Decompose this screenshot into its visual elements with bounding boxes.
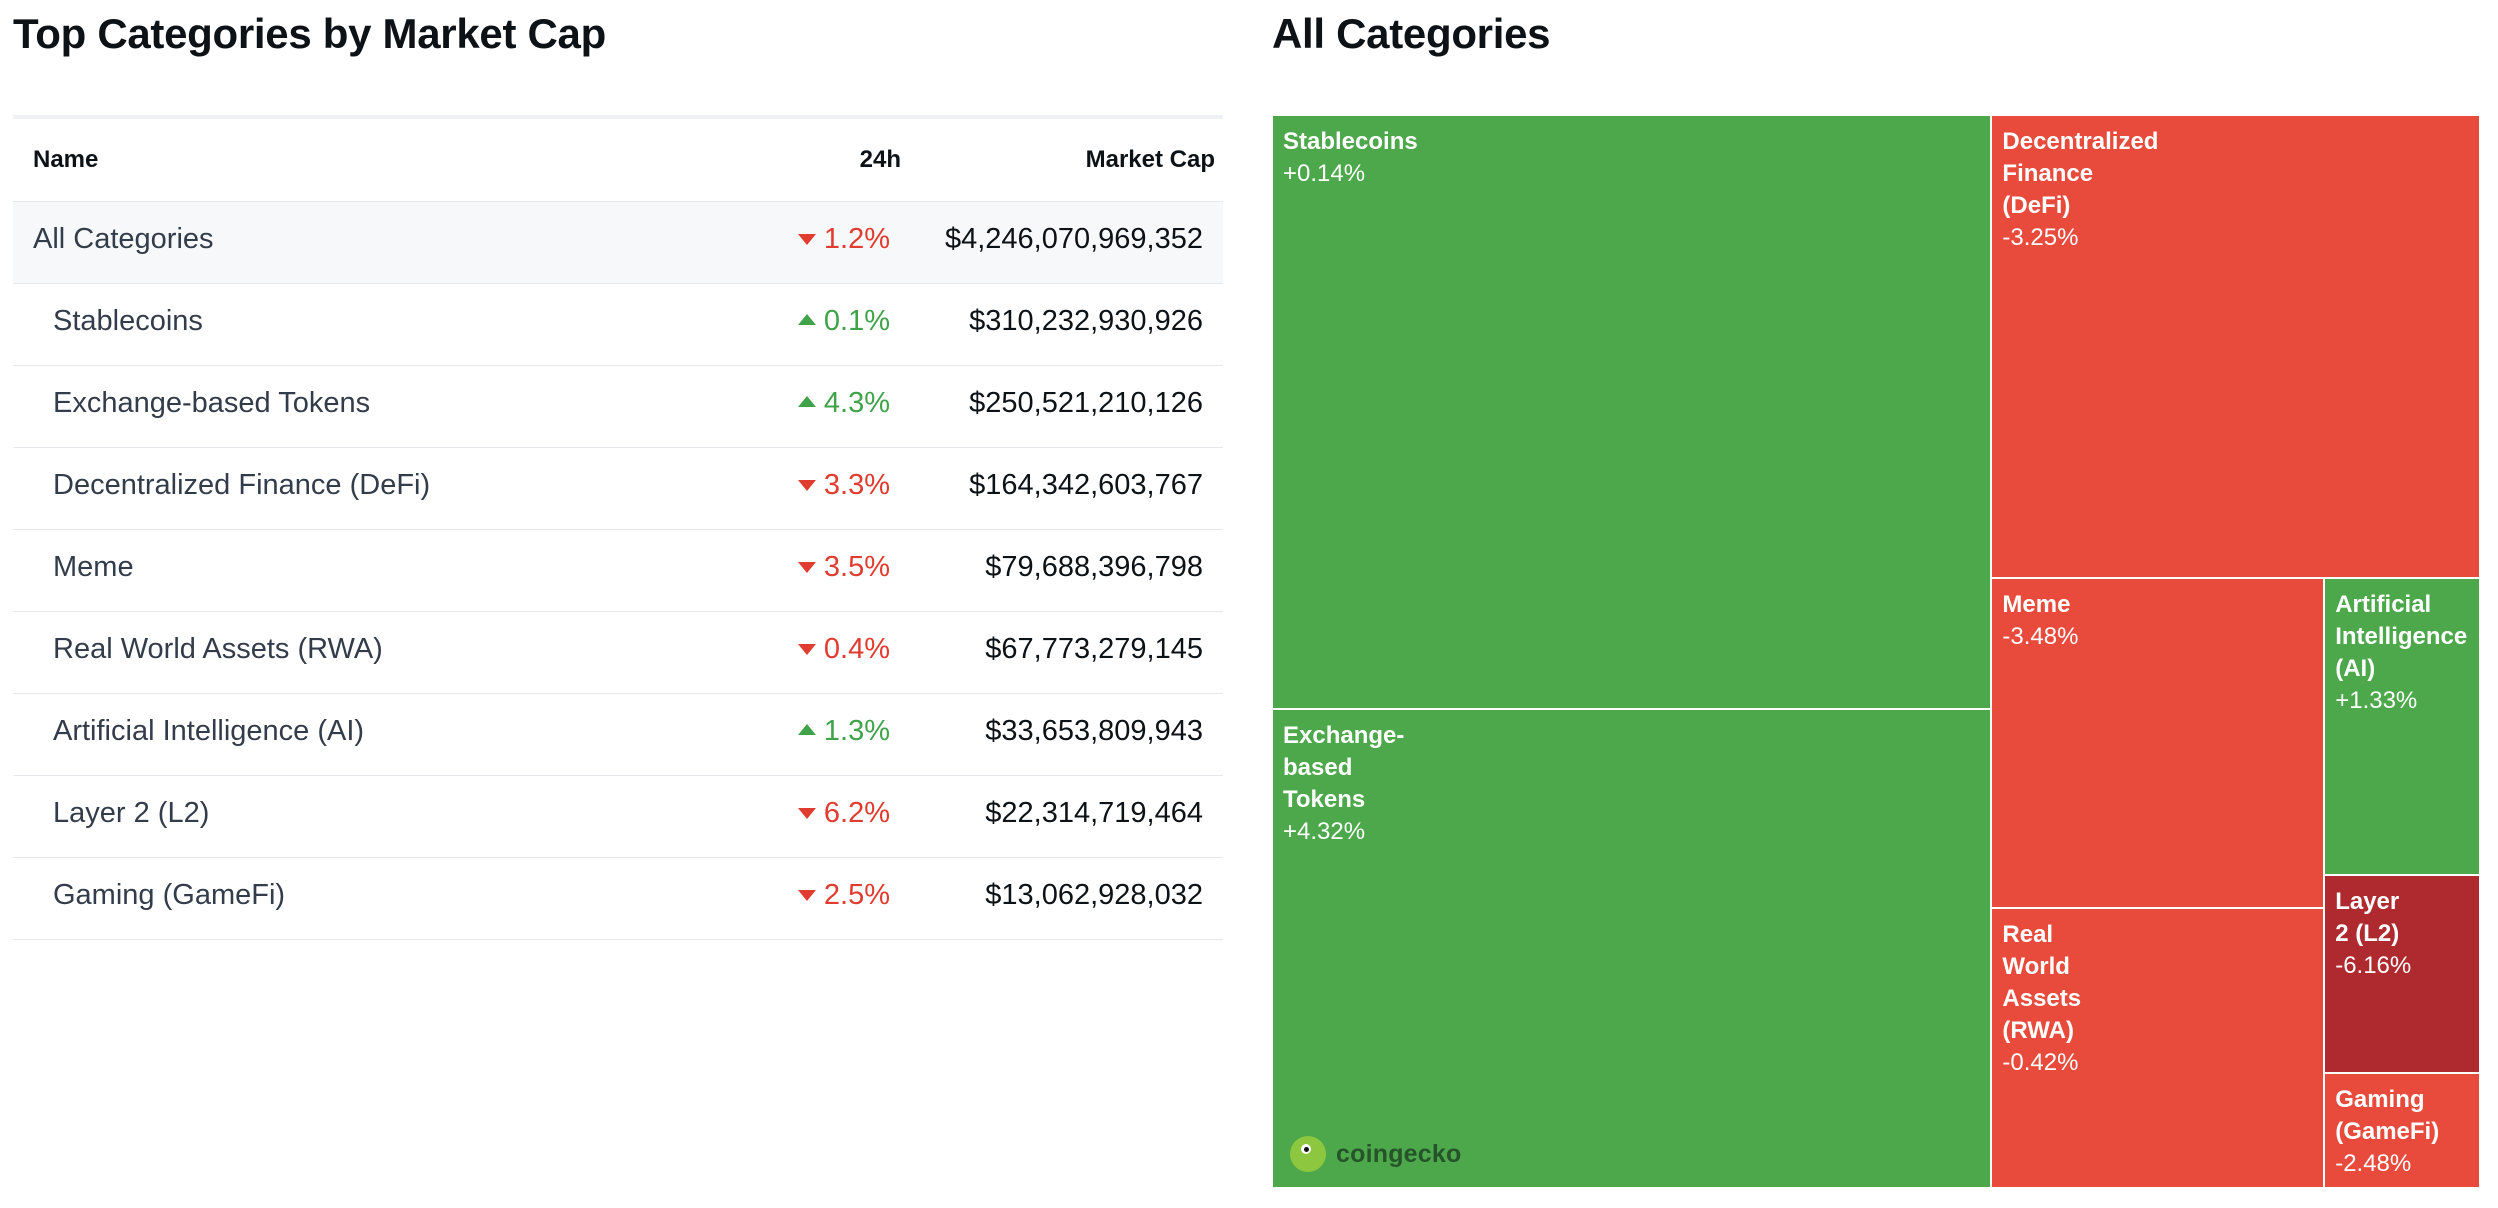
treemap-tile-gaming-gamefi[interactable]: Gaming (GameFi) -2.48% xyxy=(2324,1072,2480,1188)
tile-change: +4.32% xyxy=(1283,817,1366,845)
table-row[interactable]: Meme 3.5% $79,688,396,798 xyxy=(13,530,1223,612)
column-header-24h[interactable]: 24h xyxy=(859,146,901,173)
change-24h: 3.5% xyxy=(797,551,890,584)
tile-change: -3.48% xyxy=(2002,623,2079,651)
category-name[interactable]: Gaming (GameFi) xyxy=(53,879,286,911)
gecko-icon xyxy=(1290,1136,1326,1172)
caret-down-icon xyxy=(797,234,816,245)
tile-change: -2.48% xyxy=(2335,1149,2412,1177)
category-name[interactable]: Exchange-based Tokens xyxy=(53,387,371,419)
tile-label: Real World Assets (RWA) xyxy=(2002,920,2082,1044)
tile-label: Stablecoins xyxy=(1283,128,1418,155)
market-cap-value: $164,342,603,767 xyxy=(969,469,1203,501)
change-24h: 0.4% xyxy=(797,633,890,666)
table-row[interactable]: Gaming (GameFi) 2.5% $13,062,928,032 xyxy=(13,858,1223,940)
change-24h-value: 3.3% xyxy=(823,469,890,501)
change-24h: 6.2% xyxy=(797,797,890,830)
table-row[interactable]: All Categories 1.2% $4,246,070,969,352 xyxy=(13,202,1223,284)
table-row[interactable]: Real World Assets (RWA) 0.4% $67,773,279,1… xyxy=(13,612,1223,694)
coingecko-logo: coingecko xyxy=(1290,1136,1461,1172)
caret-up-icon xyxy=(797,724,816,735)
change-24h-value: 4.3% xyxy=(823,387,890,419)
logo-text: coingecko xyxy=(1336,1139,1462,1168)
category-name[interactable]: Meme xyxy=(53,551,134,583)
category-name[interactable]: Layer 2 (L2) xyxy=(53,797,210,829)
table-row[interactable]: Layer 2 (L2) 6.2% $22,314,719,464 xyxy=(13,776,1223,858)
market-cap-value: $4,246,070,969,352 xyxy=(944,223,1203,255)
caret-down-icon xyxy=(797,480,816,491)
treemap-tile-stablecoins[interactable]: Stablecoins +0.14% xyxy=(1272,115,1992,709)
caret-up-icon xyxy=(797,314,816,325)
treemap-tile-real-world-assets-rwa[interactable]: Real World Assets (RWA) -0.42% xyxy=(1991,907,2325,1188)
treemap-tile-layer-2-l2[interactable]: Layer 2 (L2) -6.16% xyxy=(2324,875,2480,1073)
caret-down-icon xyxy=(797,808,816,819)
table-row[interactable]: Stablecoins 0.1% $310,232,930,926 xyxy=(13,284,1223,366)
change-24h: 1.3% xyxy=(797,715,890,748)
tile-change: +1.33% xyxy=(2335,687,2418,715)
treemap-tile-artificial-intelligence-ai[interactable]: Artificial Intelligence (AI) +1.33% xyxy=(2324,578,2480,876)
change-24h: 1.2% xyxy=(797,223,890,256)
change-24h-value: 1.3% xyxy=(823,715,890,747)
market-cap-value: $33,653,809,943 xyxy=(985,715,1203,747)
caret-down-icon xyxy=(797,644,816,655)
change-24h-value: 1.2% xyxy=(823,223,890,255)
table-row[interactable]: Exchange-based Tokens 4.3% $250,521,210,12… xyxy=(13,366,1223,448)
tile-label: Exchange- based Tokens xyxy=(1283,721,1405,813)
categories-table: Name 24h Market Cap All Categories 1.2% $4… xyxy=(13,115,1223,940)
tile-label: Decentralized Finance (DeFi) xyxy=(2002,128,2159,219)
tile-change: -3.25% xyxy=(2002,224,2079,251)
table-row[interactable]: Decentralized Finance (DeFi) 3.3% $164,342… xyxy=(13,448,1223,530)
category-name[interactable]: Artificial Intelligence (AI) xyxy=(53,715,365,747)
market-cap-value: $13,062,928,032 xyxy=(985,879,1203,911)
change-24h-value: 0.4% xyxy=(823,633,890,665)
tile-change: +0.14% xyxy=(1283,160,1366,187)
tile-label: Meme xyxy=(2002,591,2071,619)
change-24h: 4.3% xyxy=(797,387,890,420)
table-body: All Categories 1.2% $4,246,070,969,352 Stab… xyxy=(13,202,1223,940)
market-cap-value: $67,773,279,145 xyxy=(985,633,1203,665)
treemap-tile-meme[interactable]: Meme -3.48% xyxy=(1991,578,2325,908)
table-header: Name 24h Market Cap xyxy=(13,119,1223,202)
table-title: Top Categories by Market Cap xyxy=(13,10,606,57)
category-name[interactable]: Stablecoins xyxy=(53,305,203,337)
column-header-name[interactable]: Name xyxy=(33,146,99,173)
table-row[interactable]: Artificial Intelligence (AI) 1.3% $33,653,… xyxy=(13,694,1223,776)
market-cap-value: $22,314,719,464 xyxy=(985,797,1203,829)
treemap-tile-exchange-based-tokens[interactable]: Exchange- based Tokens +4.32% xyxy=(1272,708,1992,1188)
caret-up-icon xyxy=(797,396,816,407)
tile-label: Layer 2 (L2) xyxy=(2335,888,2400,948)
market-cap-value: $79,688,396,798 xyxy=(985,551,1203,583)
tile-change: -6.16% xyxy=(2335,952,2412,980)
treemap-title: All Categories xyxy=(1272,10,1551,57)
change-24h: 0.1% xyxy=(797,305,890,338)
change-24h: 3.3% xyxy=(797,469,890,502)
tile-label: Gaming (GameFi) xyxy=(2335,1085,2440,1145)
category-treemap: Stablecoins +0.14% Exchange- based Tokens +… xyxy=(1272,115,2480,1188)
column-header-market-cap[interactable]: Market Cap xyxy=(1085,146,1215,173)
caret-down-icon xyxy=(797,890,816,901)
treemap-tile-decentralized-finance-defi[interactable]: Decentralized Finance (DeFi) -3.25% xyxy=(1991,115,2480,579)
market-cap-value: $310,232,930,926 xyxy=(969,305,1203,337)
category-name[interactable]: Decentralized Finance (DeFi) xyxy=(53,469,431,501)
caret-down-icon xyxy=(797,562,816,573)
tile-change: -0.42% xyxy=(2002,1048,2079,1076)
change-24h-value: 6.2% xyxy=(823,797,890,829)
change-24h-value: 2.5% xyxy=(823,879,890,911)
category-name[interactable]: All Categories xyxy=(33,223,214,255)
change-24h-value: 3.5% xyxy=(823,551,890,583)
tile-label: Artificial Intelligence (AI) xyxy=(2335,591,2468,683)
category-name[interactable]: Real World Assets (RWA) xyxy=(53,633,383,665)
change-24h-value: 0.1% xyxy=(823,305,890,337)
change-24h: 2.5% xyxy=(797,879,890,912)
market-cap-value: $250,521,210,126 xyxy=(969,387,1203,419)
